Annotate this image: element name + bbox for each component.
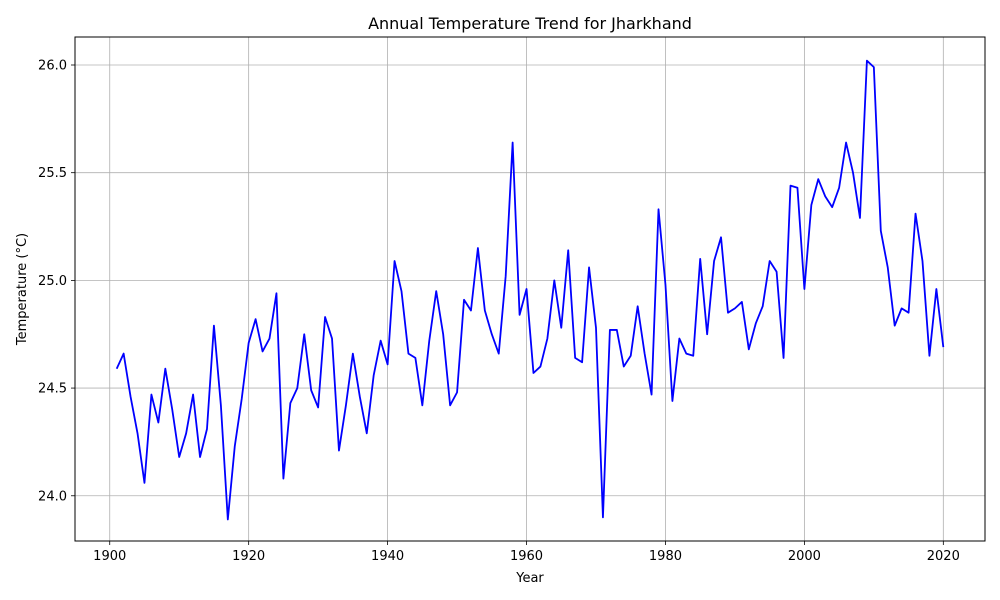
plot-frame xyxy=(74,36,986,542)
y-tick-label: 25.5 xyxy=(38,166,67,181)
y-tick-label: 26.0 xyxy=(38,59,67,74)
y-tick-label: 24.0 xyxy=(38,489,67,504)
data-series xyxy=(115,59,945,521)
x-tick-label: 1900 xyxy=(93,549,126,564)
x-tick-label: 2020 xyxy=(927,549,960,564)
x-tick-label: 1920 xyxy=(232,549,265,564)
y-axis-title: Temperature (°C) xyxy=(15,233,30,346)
x-tick-label: 1940 xyxy=(371,549,404,564)
x-axis-title: Year xyxy=(515,571,544,586)
x-tick-label: 1960 xyxy=(510,549,543,564)
x-tick-label: 1980 xyxy=(649,549,682,564)
x-tick-label: 2000 xyxy=(788,549,821,564)
temperature-series-line xyxy=(115,59,945,521)
chart-title: Annual Temperature Trend for Jharkhand xyxy=(368,14,692,33)
y-tick-label: 24.5 xyxy=(38,382,67,397)
axis-ticks: 1900 1920 1940 1960 1980 2000 2020 24.0 24.5 25.0… xyxy=(38,59,960,565)
y-tick-label: 25.0 xyxy=(38,274,67,289)
